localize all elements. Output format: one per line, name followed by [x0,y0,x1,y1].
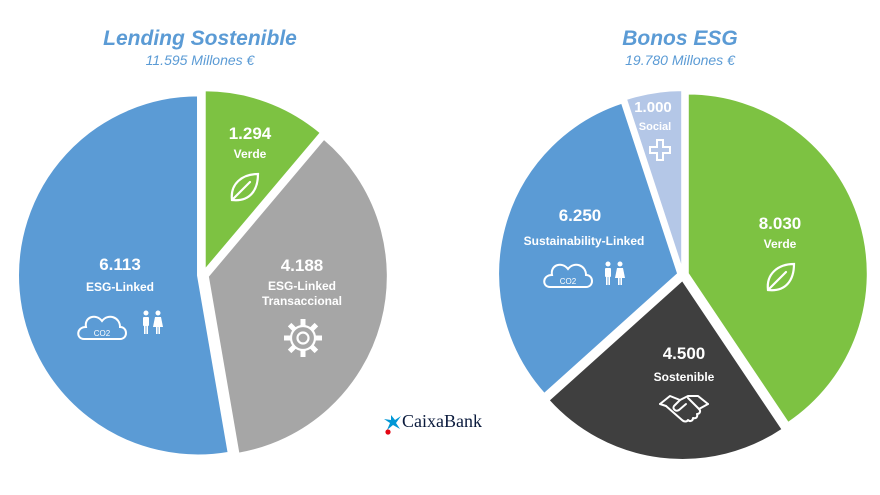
pie-slice-2-verde [686,92,869,425]
people-icon [605,261,625,285]
slice-value-lending-esg: 6.113 [99,255,141,274]
chart-title-bonos: Bonos ESG [622,27,738,50]
handshake-icon [659,395,709,423]
caixabank-star-icon [384,415,401,435]
caixabank-logo-text: CaixaBank [402,411,482,431]
slice-label-lending-transaccional-2: Transaccional [262,294,342,308]
pie-slice-2-sostenible [547,278,785,461]
pie-lending [17,89,389,457]
slice-value-lending-transaccional: 4.188 [281,256,324,275]
slice-label-bonos-social: Social [639,121,671,133]
slice-value-bonos-sustainability: 6.250 [559,206,602,225]
pie-bonos [497,89,869,461]
co2-cloud-icon: CO2 [77,315,127,340]
pie-slice-1-esg-linked [17,94,230,457]
slice-value-lending-verde: 1.294 [229,124,272,143]
chart-title-lending: Lending Sostenible [103,27,297,50]
co2-text: CO2 [560,277,577,286]
chart-subtitle-lending: 11.595 Millones € [145,52,255,68]
slice-label-lending-verde: Verde [234,147,267,161]
slice-label-bonos-sustainability: Sustainability-Linked [524,234,645,248]
gear-icon [284,319,322,357]
leaf-icon [230,172,260,202]
slice-value-bonos-verde: 8.030 [759,214,802,233]
pie-slice-2-social [624,89,684,271]
leaf-icon [766,262,796,292]
slice-label-lending-transaccional-1: ESG-Linked [268,279,336,293]
pie-slice-2-sustainability-linked [497,101,680,396]
pie-slice-1-verde [203,89,323,274]
cross-icon [649,139,671,161]
slice-label-lending-esg: ESG-Linked [86,280,154,294]
pie-slice-1-esg-linked-transaccional [206,137,389,455]
people-icon [143,310,163,334]
chart-subtitle-bonos: 19.780 Millones € [625,52,735,68]
slice-value-bonos-sostenible: 4.500 [663,344,706,363]
slice-value-bonos-social: 1.000 [634,99,672,116]
slice-label-bonos-sostenible: Sostenible [654,370,715,384]
co2-cloud-icon: CO2 [543,263,593,288]
slice-label-bonos-verde: Verde [764,237,797,251]
co2-text: CO2 [94,329,111,338]
